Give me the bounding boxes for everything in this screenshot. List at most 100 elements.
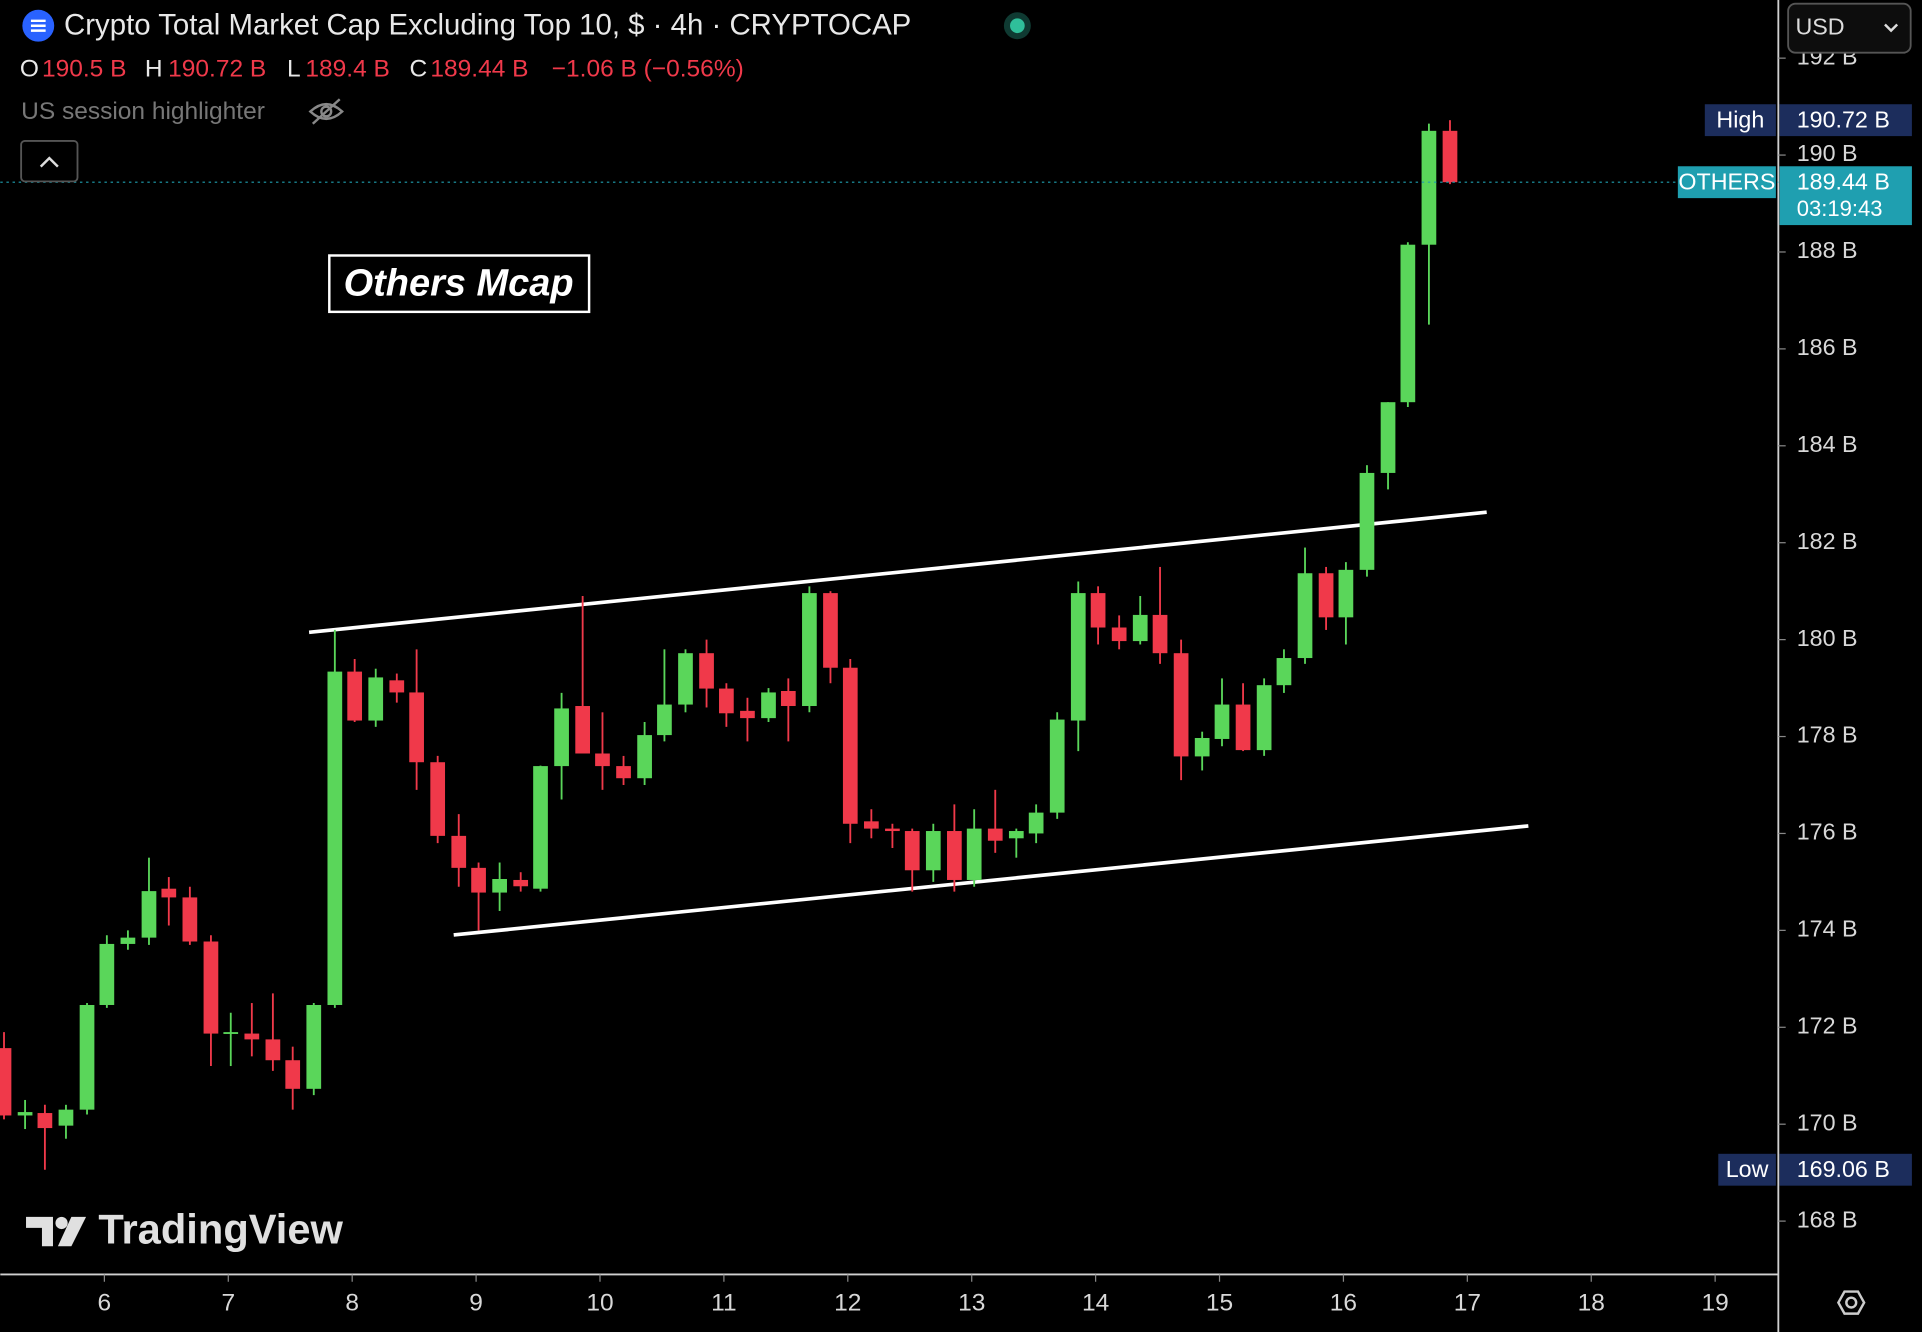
- y-tick-label: 176 B: [1797, 819, 1858, 845]
- candle-body: [223, 1032, 239, 1034]
- candle-body: [947, 831, 962, 880]
- candle-body: [1049, 719, 1065, 813]
- candle-body: [1214, 704, 1230, 739]
- price-label-name-box: [1704, 104, 1776, 137]
- candle-body: [389, 680, 405, 693]
- status-dot: [1010, 18, 1025, 34]
- candle-body: [823, 593, 838, 668]
- collapse-icon: [39, 156, 59, 168]
- y-tick-label: 178 B: [1797, 722, 1858, 748]
- candle-body: [1111, 627, 1127, 642]
- close-value: 189.44 B: [430, 55, 528, 82]
- candle-body: [842, 667, 858, 824]
- y-tick-label: 180 B: [1797, 625, 1858, 651]
- candle-body: [265, 1039, 281, 1061]
- candle-body: [554, 708, 569, 767]
- x-tick-label: 16: [1330, 1289, 1357, 1316]
- candle-body: [863, 821, 879, 829]
- currency-label: USD: [1795, 13, 1844, 39]
- low-value: 189.4 B: [305, 55, 389, 82]
- candle-body: [368, 677, 384, 721]
- candle-body: [17, 1112, 33, 1116]
- collapse-button[interactable]: [20, 140, 79, 183]
- trend-line-upper: [308, 510, 1487, 635]
- x-tick-label: 9: [469, 1289, 483, 1316]
- candle-body: [740, 710, 755, 719]
- y-tick-label: 182 B: [1797, 528, 1858, 554]
- candle-body: [637, 735, 652, 779]
- candle-body: [616, 766, 631, 779]
- candle-body: [1090, 593, 1106, 628]
- y-tick-label: 184 B: [1797, 431, 1858, 457]
- candle-body: [161, 888, 177, 898]
- candle-body: [1442, 130, 1458, 183]
- y-tick-label: 168 B: [1797, 1206, 1858, 1232]
- y-tick-label: 174 B: [1797, 916, 1858, 942]
- candle-body: [1152, 614, 1168, 654]
- open-label: O: [20, 55, 39, 82]
- price-label-name: Low: [1726, 1156, 1769, 1182]
- x-tick-label: 7: [221, 1289, 235, 1316]
- candle-body: [678, 653, 693, 705]
- candle-body: [533, 766, 548, 889]
- candle-body: [966, 828, 982, 880]
- x-tick-label: 10: [586, 1289, 613, 1316]
- x-tick-label: 17: [1454, 1289, 1481, 1316]
- candle-body: [347, 671, 363, 721]
- candle-body: [285, 1060, 301, 1089]
- trend-line-lower: [453, 824, 1529, 937]
- candle-body: [1276, 658, 1292, 686]
- x-tick-label: 8: [345, 1289, 359, 1316]
- candle-body: [327, 671, 343, 1005]
- candle-body: [58, 1109, 74, 1126]
- candle-body: [780, 690, 796, 707]
- candle-body: [595, 753, 610, 767]
- candle-body: [1008, 831, 1024, 839]
- x-tick-label: 19: [1702, 1289, 1729, 1316]
- price-label-value: 169.06 B: [1797, 1156, 1890, 1182]
- settings-icon[interactable]: [1836, 1290, 1866, 1315]
- y-tick-label: 188 B: [1797, 237, 1858, 263]
- candle-body: [1132, 614, 1148, 642]
- candle-body: [99, 943, 115, 1005]
- chart-title: Crypto Total Market Cap Excluding Top 10…: [64, 9, 911, 42]
- close-label: C: [410, 55, 428, 82]
- candle-body: [1359, 472, 1375, 570]
- price-label-name: High: [1716, 107, 1764, 133]
- low-label: L: [287, 55, 301, 82]
- high-value: 190.72 B: [168, 55, 266, 82]
- candle-body: [1380, 402, 1396, 473]
- candle-body: [575, 706, 591, 754]
- price-label-name-box: [1677, 166, 1776, 199]
- x-tick-label: 6: [98, 1289, 112, 1316]
- candle-body: [1338, 569, 1354, 618]
- candle-body: [1235, 704, 1251, 751]
- candle-body: [1297, 573, 1313, 659]
- candle-body: [1194, 737, 1210, 757]
- candle-body: [120, 937, 136, 944]
- annotation-text: Others Mcap: [344, 263, 574, 305]
- candle-body: [925, 831, 941, 871]
- high-label: H: [145, 55, 163, 82]
- price-label-value: 190.72 B: [1797, 107, 1890, 133]
- candle-body: [244, 1033, 260, 1040]
- candle-body: [761, 692, 776, 719]
- symbol-logo-mark: [30, 19, 46, 32]
- candle-body: [492, 879, 507, 893]
- currency-caret: [1884, 23, 1899, 33]
- candle-body: [987, 828, 1003, 841]
- open-value: 190.5 B: [42, 55, 126, 82]
- candle-body: [719, 688, 734, 714]
- watermark-logo: [26, 1216, 87, 1247]
- currency-selector[interactable]: [1787, 2, 1912, 54]
- candle-body: [1421, 130, 1437, 245]
- hide-icon[interactable]: [308, 98, 344, 125]
- x-tick-label: 11: [711, 1289, 736, 1316]
- price-label-countdown: 03:19:43: [1797, 196, 1883, 221]
- x-tick-label: 13: [958, 1289, 985, 1316]
- candle-body: [1070, 593, 1086, 721]
- candle-body: [1400, 244, 1416, 403]
- watermark-text: TradingView: [98, 1206, 343, 1253]
